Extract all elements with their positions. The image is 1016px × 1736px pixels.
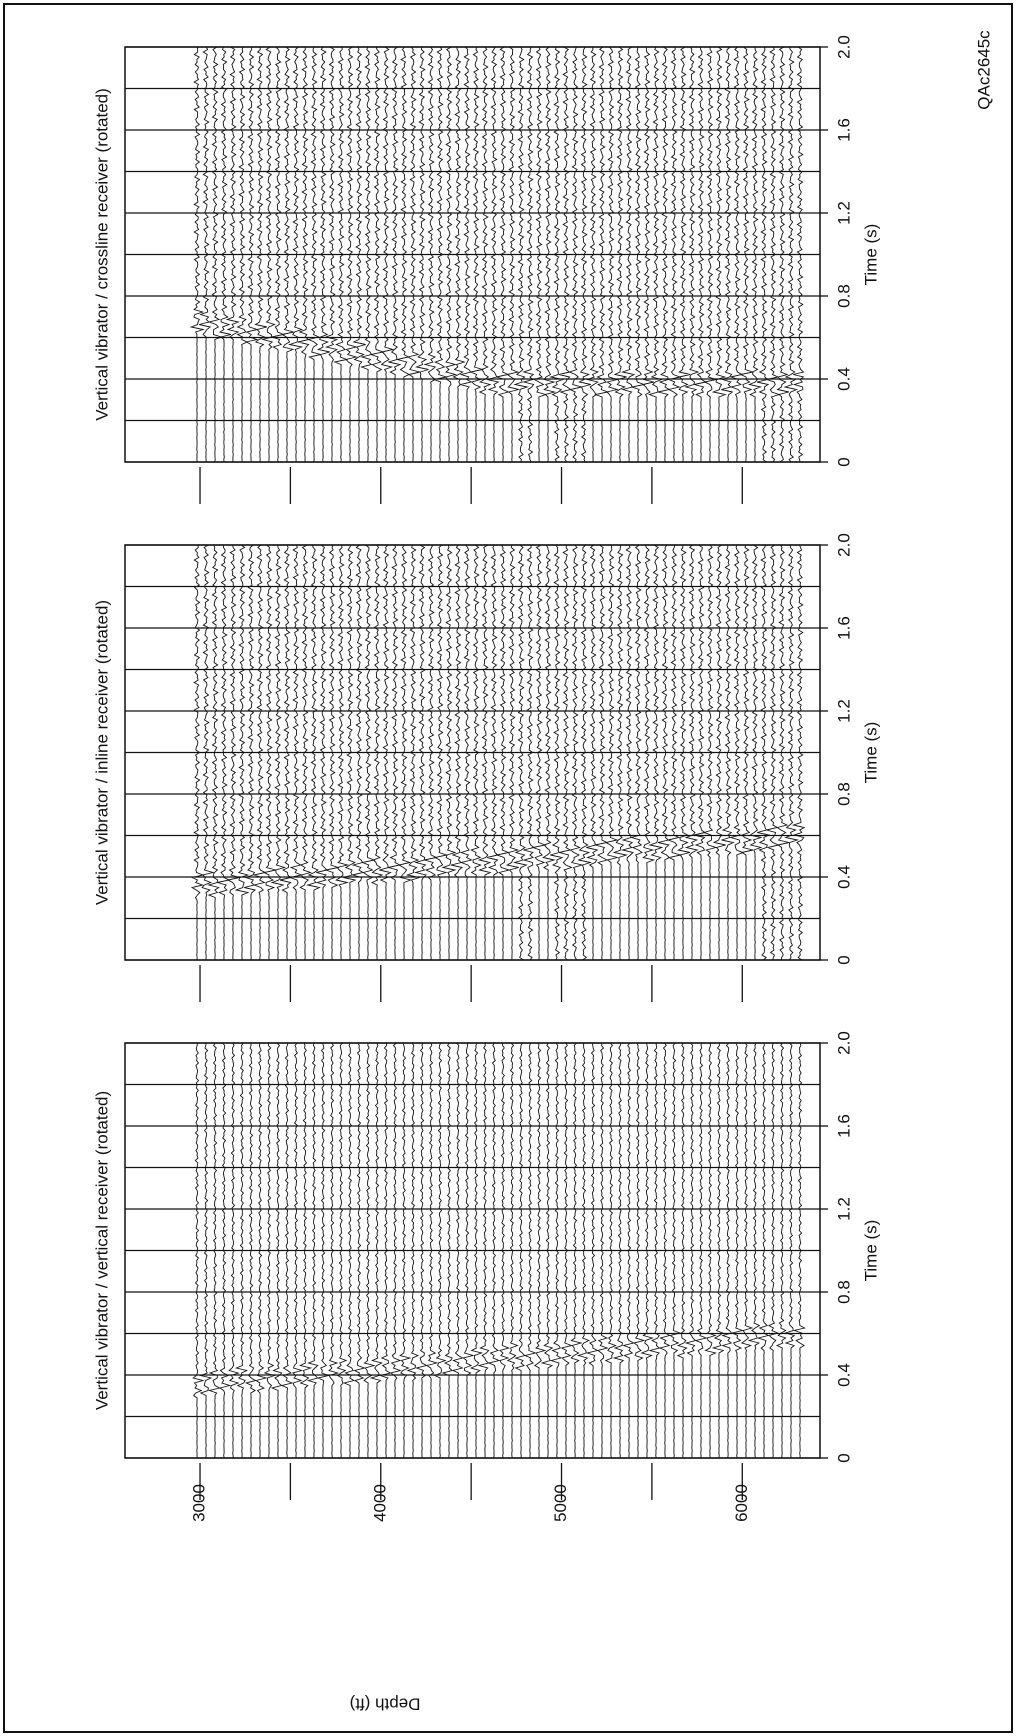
x-tick-label: 2.0 — [834, 533, 853, 557]
panel-title: Vertical vibrator / vertical receiver (r… — [92, 1091, 111, 1410]
x-axis-label: Time (s) — [861, 1220, 880, 1282]
x-tick-label: 0.4 — [834, 865, 853, 889]
x-tick-label: 0.8 — [834, 782, 853, 806]
figure-id: QAc2645c — [974, 30, 993, 110]
x-tick-label: 0 — [834, 457, 853, 466]
y-tick-label: 6000 — [732, 1484, 751, 1522]
x-tick-label: 0.4 — [834, 1363, 853, 1387]
x-tick-label: 1.6 — [834, 1114, 853, 1138]
x-tick-label: 2.0 — [834, 35, 853, 59]
y-axis-label: Depth (ft) — [350, 1695, 421, 1714]
x-tick-label: 1.6 — [834, 616, 853, 640]
x-tick-label: 1.2 — [834, 699, 853, 723]
panel-title: Vertical vibrator / inline receiver (rot… — [92, 600, 111, 905]
x-tick-label: 0.8 — [834, 1280, 853, 1304]
y-tick-label: 3000 — [189, 1484, 208, 1522]
x-tick-label: 0.8 — [834, 284, 853, 308]
x-tick-label: 0 — [834, 955, 853, 964]
y-tick-label: 5000 — [551, 1484, 570, 1522]
x-tick-label: 2.0 — [834, 1031, 853, 1055]
x-axis-label: Time (s) — [861, 722, 880, 784]
x-axis-label: Time (s) — [861, 224, 880, 286]
x-tick-label: 1.2 — [834, 1197, 853, 1221]
x-tick-label: 1.2 — [834, 201, 853, 225]
x-tick-label: 0 — [834, 1453, 853, 1462]
y-tick-label: 4000 — [370, 1484, 389, 1522]
figure-border — [3, 3, 1013, 1733]
x-tick-label: 1.6 — [834, 118, 853, 142]
panel-title: Vertical vibrator / crossline receiver (… — [92, 88, 111, 421]
x-tick-label: 0.4 — [834, 367, 853, 391]
